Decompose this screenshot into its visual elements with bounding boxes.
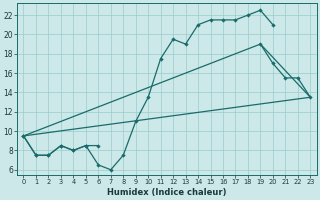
X-axis label: Humidex (Indice chaleur): Humidex (Indice chaleur) [107,188,227,197]
